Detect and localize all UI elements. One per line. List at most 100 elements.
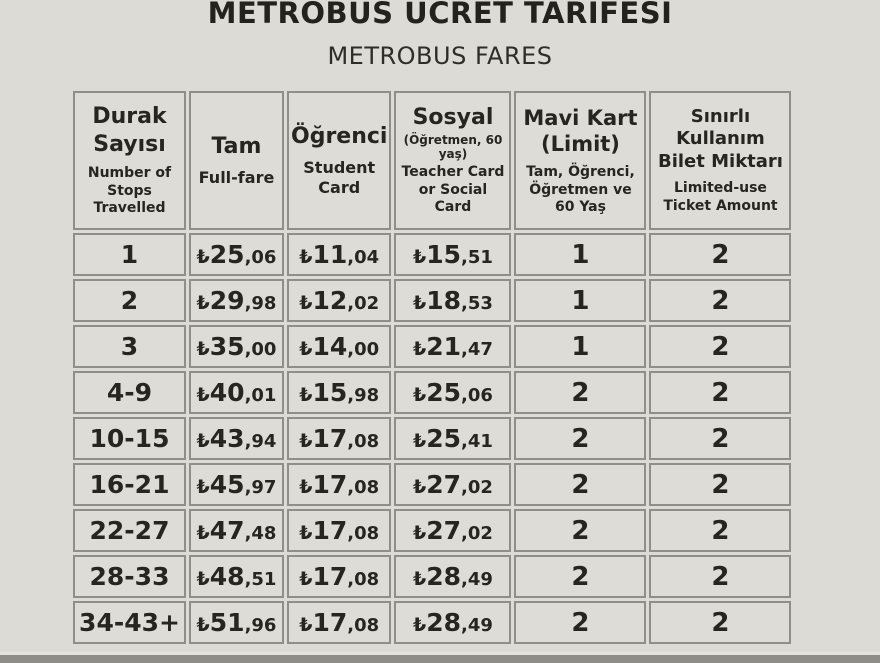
- fare-price: ₺27,02: [413, 470, 493, 499]
- ticket-amount-cell: 2: [649, 417, 792, 460]
- fare-price: ₺28,49: [413, 562, 493, 591]
- fare-price: ₺43,94: [196, 424, 277, 453]
- mavi-kart-limit-cell: 2: [514, 555, 647, 598]
- fare-price: ₺17,08: [299, 608, 380, 637]
- fare-price: ₺12,02: [299, 286, 380, 315]
- fare-price: ₺14,00: [299, 332, 380, 361]
- full-fare-cell: ₺35,00: [189, 325, 284, 368]
- col-header-mavi-kart: Mavi Kart (Limit) Tam, Öğrenci, Öğretmen…: [514, 91, 647, 230]
- poster-bottom-highlight: [0, 652, 880, 655]
- mavi-kart-limit-cell: 1: [514, 279, 647, 322]
- column-sublabel: Limited-use Ticket Amount: [663, 180, 778, 214]
- fare-price: ₺17,08: [299, 470, 380, 499]
- col-header-stops: Durak Sayısı Number of Stops Travelled: [73, 91, 186, 230]
- student-fare-cell: ₺14,00: [287, 325, 392, 368]
- table-row: 3 ₺35,00 ₺14,00 ₺21,47 1 2: [73, 325, 792, 368]
- ticket-amount-cell: 2: [649, 371, 792, 414]
- column-sublabel: Full-fare: [198, 167, 275, 187]
- page-subtitle: METROBUS FARES: [327, 42, 553, 70]
- fare-price: ₺29,98: [196, 286, 277, 315]
- fare-price: ₺48,51: [196, 562, 277, 591]
- column-label: Tam: [211, 134, 262, 160]
- full-fare-cell: ₺40,01: [189, 371, 284, 414]
- social-fare-cell: ₺21,47: [394, 325, 512, 368]
- full-fare-cell: ₺51,96: [189, 601, 284, 644]
- table-row: 22-27 ₺47,48 ₺17,08 ₺27,02 2 2: [73, 509, 792, 552]
- fare-price: ₺25,06: [413, 378, 493, 407]
- column-label: Mavi Kart (Limit): [523, 105, 638, 156]
- table-row: 28-33 ₺48,51 ₺17,08 ₺28,49 2 2: [73, 555, 792, 598]
- fare-price: ₺15,98: [299, 378, 380, 407]
- col-header-limited-use: Sınırlı Kullanım Bilet Miktarı Limited-u…: [649, 91, 792, 230]
- stops-cell: 28-33: [73, 555, 186, 598]
- ticket-amount-cell: 2: [649, 233, 792, 276]
- student-fare-cell: ₺17,08: [287, 555, 392, 598]
- fare-price: ₺21,47: [413, 332, 493, 361]
- stops-cell: 1: [73, 233, 186, 276]
- social-fare-cell: ₺27,02: [394, 509, 512, 552]
- column-sublabel: Student Card: [303, 157, 376, 197]
- full-fare-cell: ₺47,48: [189, 509, 284, 552]
- full-fare-cell: ₺25,06: [189, 233, 284, 276]
- stops-cell: 22-27: [73, 509, 186, 552]
- fare-price: ₺17,08: [299, 424, 380, 453]
- table-row: 2 ₺29,98 ₺12,02 ₺18,53 1 2: [73, 279, 792, 322]
- mavi-kart-limit-cell: 2: [514, 601, 647, 644]
- mavi-kart-limit-cell: 2: [514, 463, 647, 506]
- ticket-amount-cell: 2: [649, 509, 792, 552]
- stops-cell: 2: [73, 279, 186, 322]
- social-fare-cell: ₺28,49: [394, 555, 512, 598]
- fare-price: ₺17,08: [299, 562, 380, 591]
- student-fare-cell: ₺12,02: [287, 279, 392, 322]
- social-fare-cell: ₺25,41: [394, 417, 512, 460]
- column-note: (Öğretmen, 60 yaş): [403, 132, 503, 161]
- stops-cell: 3: [73, 325, 186, 368]
- ticket-amount-cell: 2: [649, 279, 792, 322]
- col-header-social: Sosyal (Öğretmen, 60 yaş) Teacher Card o…: [394, 91, 512, 230]
- column-sublabel: Teacher Card or Social Card: [401, 164, 505, 216]
- fare-price: ₺27,02: [413, 516, 493, 545]
- student-fare-cell: ₺17,08: [287, 417, 392, 460]
- ticket-amount-cell: 2: [649, 555, 792, 598]
- social-fare-cell: ₺27,02: [394, 463, 512, 506]
- stops-cell: 4-9: [73, 371, 186, 414]
- fare-price: ₺11,04: [299, 240, 380, 269]
- column-sublabel: Tam, Öğrenci, Öğretmen ve 60 Yaş: [526, 164, 635, 215]
- social-fare-cell: ₺18,53: [394, 279, 512, 322]
- fare-price: ₺51,96: [196, 608, 277, 637]
- header-row: Durak Sayısı Number of Stops Travelled T…: [73, 91, 792, 230]
- column-label: Öğrenci: [291, 124, 388, 150]
- fare-table-header: Durak Sayısı Number of Stops Travelled T…: [73, 91, 792, 230]
- full-fare-cell: ₺45,97: [189, 463, 284, 506]
- column-sublabel: Number of Stops Travelled: [87, 165, 172, 217]
- student-fare-cell: ₺17,08: [287, 463, 392, 506]
- ticket-amount-cell: 2: [649, 325, 792, 368]
- ticket-amount-cell: 2: [649, 601, 792, 644]
- mavi-kart-limit-cell: 1: [514, 233, 647, 276]
- social-fare-cell: ₺25,06: [394, 371, 512, 414]
- student-fare-cell: ₺11,04: [287, 233, 392, 276]
- col-header-full-fare: Tam Full-fare: [189, 91, 284, 230]
- mavi-kart-limit-cell: 2: [514, 417, 647, 460]
- fare-price: ₺17,08: [299, 516, 380, 545]
- mavi-kart-limit-cell: 1: [514, 325, 647, 368]
- ticket-amount-cell: 2: [649, 463, 792, 506]
- fare-price: ₺15,51: [413, 240, 493, 269]
- table-row: 1 ₺25,06 ₺11,04 ₺15,51 1 2: [73, 233, 792, 276]
- mavi-kart-limit-cell: 2: [514, 371, 647, 414]
- column-label: Sosyal: [412, 105, 494, 131]
- table-row: 16-21 ₺45,97 ₺17,08 ₺27,02 2 2: [73, 463, 792, 506]
- fare-price: ₺40,01: [196, 378, 277, 407]
- fare-price: ₺45,97: [196, 470, 277, 499]
- page-title: METROBÜS ÜCRET TARİFESİ: [207, 0, 673, 30]
- fare-price: ₺47,48: [196, 516, 277, 545]
- table-row: 10-15 ₺43,94 ₺17,08 ₺25,41 2 2: [73, 417, 792, 460]
- full-fare-cell: ₺29,98: [189, 279, 284, 322]
- stops-cell: 10-15: [73, 417, 186, 460]
- student-fare-cell: ₺17,08: [287, 509, 392, 552]
- poster-bottom-edge: [0, 655, 880, 663]
- student-fare-cell: ₺17,08: [287, 601, 392, 644]
- fare-table: Durak Sayısı Number of Stops Travelled T…: [70, 88, 794, 647]
- column-label: Sınırlı Kullanım Bilet Miktarı: [657, 105, 783, 172]
- table-row: 34-43+ ₺51,96 ₺17,08 ₺28,49 2 2: [73, 601, 792, 644]
